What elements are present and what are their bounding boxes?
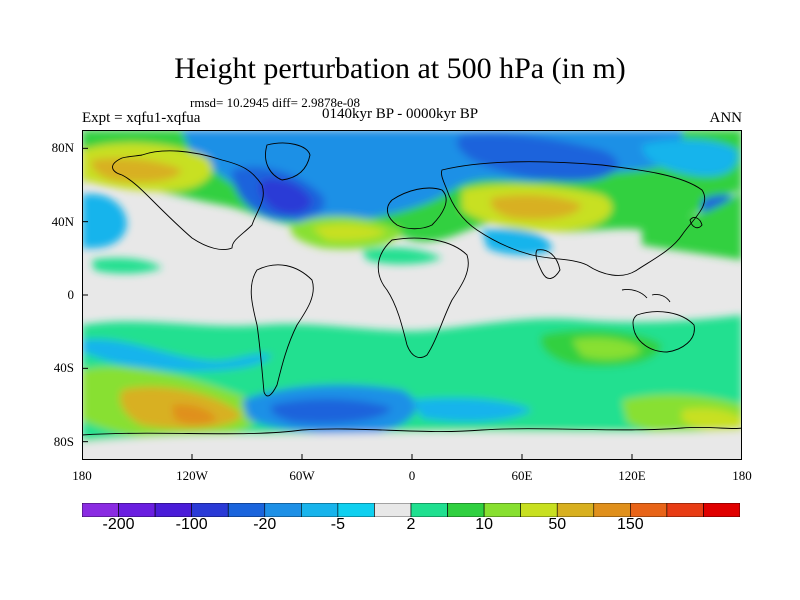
field-atlantic-yellow [312,223,387,241]
coast-antarctica [82,426,742,436]
colorbar-swatch [447,503,485,517]
colorbar-swatch [630,503,668,517]
coast-indonesia [621,289,671,303]
coastlines [82,142,742,436]
colorbar-swatch [301,503,339,517]
colorbar-swatch [520,503,558,517]
lon-label: 120E [618,468,646,483]
colorbar-swatch [483,503,521,517]
field-southern-ocean-darkblue [270,398,392,424]
coast-asia [441,161,705,276]
colorbar-swatch [191,503,229,517]
field-tropic-green-1 [92,257,162,274]
contour-map [82,130,742,460]
lat-label: 80S [53,433,74,449]
field-canada-orange [91,158,182,183]
colorbar-label: -20 [253,516,277,533]
colorbar-swatch [410,503,448,517]
coast-india [535,249,561,279]
coast-japan [689,217,703,229]
field-south-orange-core [172,404,217,425]
coast-australia [632,311,695,353]
colorbar-swatch [556,503,595,517]
coast-greenland [265,142,311,181]
coast-africa [377,237,469,358]
lon-label: 0 [408,468,416,483]
colorbar-swatch [118,503,156,517]
lat-label: 0 [67,287,75,302]
colorbar-label: 150 [616,516,644,533]
colorbar-swatch [703,503,740,517]
period-label: 0140kyr BP - 0000kyr BP [322,106,479,122]
colorbar-label: -200 [102,516,135,533]
colorbar-swatch [82,503,119,517]
coast-south-america [250,264,314,397]
season-label: ANN [709,110,743,126]
contour-fields [82,130,742,460]
colorbar-swatch [227,503,266,517]
field-eurasia-orange [490,194,582,220]
colorbar [82,503,740,517]
colorbar-label: 50 [548,516,567,533]
field-antarctica-grey [82,430,742,460]
lon-label: 60W [289,468,315,483]
lat-label: 40S [53,360,74,376]
colorbar-label: -5 [330,516,345,533]
lat-label: 40N [51,213,74,229]
field-atlantic-darkblue [259,178,312,214]
colorbar-label: 2 [406,516,416,533]
map-title: Height perturbation at 500 hPa (in m) [174,52,626,85]
colorbar-swatch [666,503,704,517]
lon-label: 120W [176,468,208,483]
lon-label: 180 [732,468,752,483]
field-pacific-west-cyan [82,194,127,249]
experiment-label: Expt = xqfu1-xqfua [82,110,201,126]
lat-label: 80N [51,140,74,156]
colorbar-swatch [374,503,412,517]
field-asia-cyan [482,228,552,256]
field-south-cyan-west [82,339,272,372]
lon-label: 180 [72,468,92,483]
colorbar-swatch [593,503,631,517]
colorbar-label: -100 [175,516,208,533]
field-antarctic-cyan [412,398,532,422]
field-indian-yellow [572,338,642,360]
colorbar-swatch [154,503,192,517]
coast-north-america [112,150,264,250]
field-siberia-cyan [642,139,738,177]
colorbar-label: 10 [475,516,493,533]
field-eurasia-blue [456,133,619,182]
lon-label: 60E [511,468,533,483]
coast-europe [386,187,447,230]
colorbar-swatch [264,503,302,517]
map-ticks [82,147,742,460]
colorbar-swatch [337,503,375,517]
stats-text: rmsd= 10.2945 diff= 2.9878e-08 [190,95,361,110]
